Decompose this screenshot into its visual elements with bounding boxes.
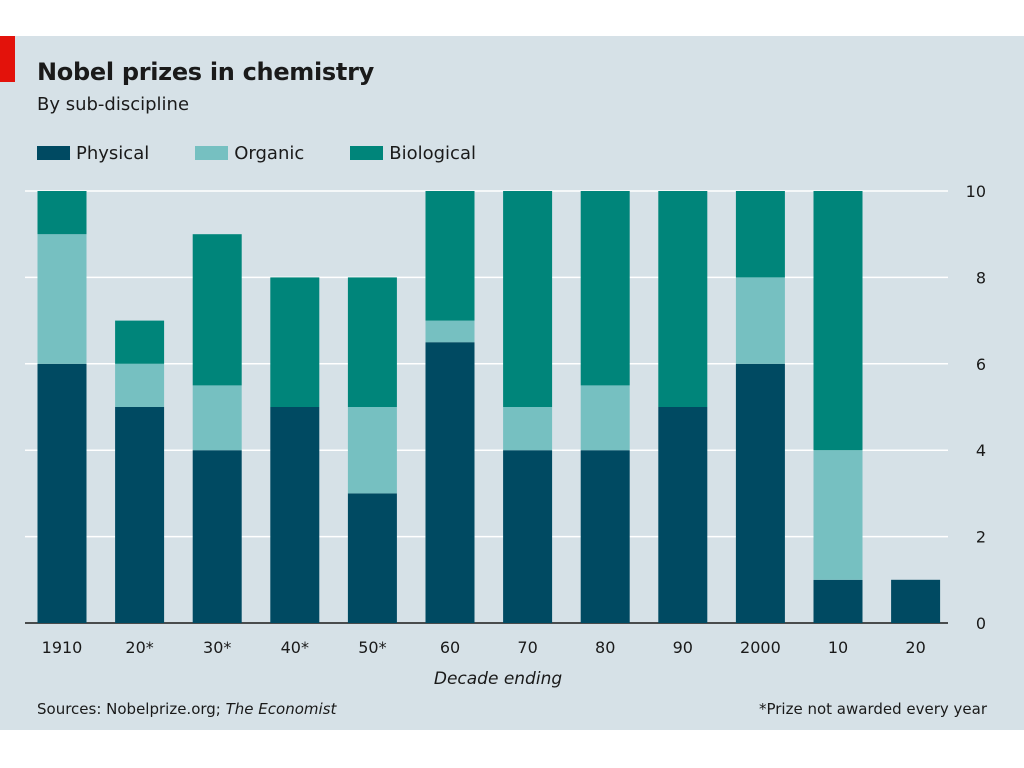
bar-physical-20 — [891, 579, 941, 623]
legend: Physical Organic Biological — [37, 140, 522, 166]
bar-biological-20 — [115, 320, 165, 364]
legend-label-physical: Physical — [76, 142, 150, 164]
legend-label-organic: Organic — [234, 142, 305, 164]
legend-swatch-biological — [350, 146, 384, 160]
bar-physical-20 — [115, 407, 165, 623]
legend-swatch-organic — [195, 146, 229, 160]
bar-biological-1910 — [37, 191, 87, 235]
bar-biological-40 — [270, 277, 320, 407]
source-prefix: Sources: Nobelprize.org; — [37, 700, 226, 718]
legend-item-physical: Physical — [37, 143, 149, 164]
source-note: Sources: Nobelprize.org; The Economist — [37, 700, 336, 718]
bar-organic-30 — [192, 385, 242, 451]
footnote: *Prize not awarded every year — [758, 700, 987, 718]
label-layer: 0 2 4 6 8 10 1910 20* 30* 40* 50* 60 70 80 90 2000 10 20 — [42, 182, 986, 657]
x-tick-label: 30* — [203, 638, 231, 657]
x-tick-label: 70 — [517, 638, 537, 657]
y-tick-label: 10 — [966, 182, 986, 201]
y-tick-label: 6 — [976, 355, 986, 374]
bar-organic-50 — [347, 407, 397, 494]
x-tick-label: 10 — [828, 638, 848, 657]
bar-biological-60 — [425, 191, 475, 321]
x-tick-label: 1910 — [42, 638, 83, 657]
x-tick-label: 20* — [125, 638, 153, 657]
brand-red-tag — [0, 36, 15, 82]
x-tick-label: 20 — [905, 638, 925, 657]
bar-biological-10 — [813, 191, 863, 451]
source-publication: The Economist — [225, 700, 337, 718]
bar-physical-2000 — [735, 363, 785, 623]
grid-layer — [25, 190, 948, 624]
bar-organic-2000 — [735, 277, 785, 364]
bar-biological-30 — [192, 234, 242, 386]
x-tick-label: 80 — [595, 638, 615, 657]
legend-label-biological: Biological — [389, 142, 476, 164]
y-tick-label: 4 — [976, 441, 986, 460]
bar-physical-70 — [503, 450, 553, 623]
chart-title: Nobel prizes in chemistry — [37, 58, 374, 86]
bar-physical-40 — [270, 407, 320, 623]
y-tick-label: 2 — [976, 528, 986, 547]
bar-biological-90 — [658, 191, 708, 407]
bar-biological-80 — [580, 191, 630, 386]
x-tick-label: 60 — [440, 638, 460, 657]
bar-organic-20 — [115, 363, 165, 407]
bar-organic-70 — [503, 407, 553, 451]
legend-swatch-physical — [37, 146, 70, 160]
bar-organic-10 — [813, 450, 863, 580]
y-tick-label: 0 — [976, 614, 986, 633]
bar-physical-60 — [425, 342, 475, 623]
legend-item-biological: Biological — [350, 143, 476, 164]
x-tick-label: 40* — [281, 638, 309, 657]
bar-organic-60 — [425, 320, 475, 343]
x-tick-label: 50* — [358, 638, 386, 657]
x-tick-label: 90 — [673, 638, 693, 657]
bar-physical-30 — [192, 450, 242, 623]
bar-organic-80 — [580, 385, 630, 451]
bar-physical-10 — [813, 579, 863, 623]
bar-physical-80 — [580, 450, 630, 623]
bar-biological-50 — [347, 277, 397, 407]
x-tick-label: 2000 — [740, 638, 781, 657]
bar-physical-90 — [658, 407, 708, 623]
bar-biological-2000 — [735, 191, 785, 278]
bar-physical-1910 — [37, 363, 87, 623]
chart-subtitle: By sub-discipline — [37, 94, 190, 115]
bar-biological-70 — [503, 191, 553, 407]
bar-physical-50 — [347, 493, 397, 623]
x-axis-title: Decade ending — [434, 669, 562, 689]
bar-layer — [37, 191, 941, 623]
y-tick-label: 8 — [976, 268, 986, 287]
bar-organic-1910 — [37, 234, 87, 364]
legend-item-organic: Organic — [195, 143, 304, 164]
